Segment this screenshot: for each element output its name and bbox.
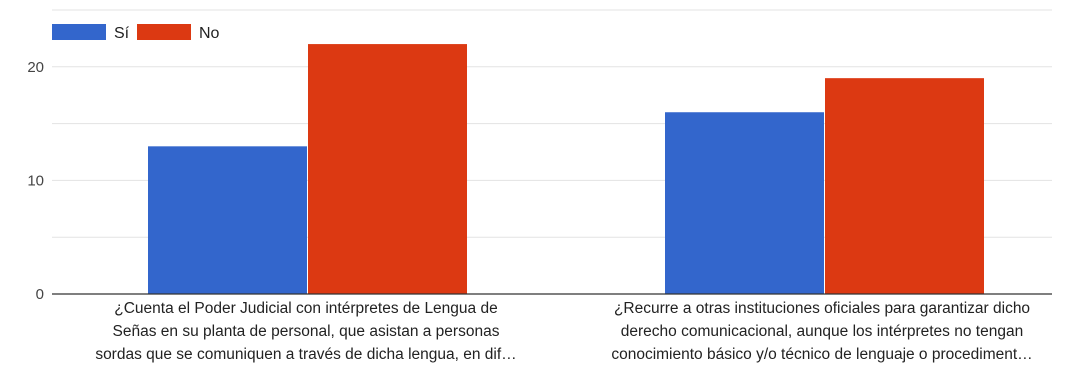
category-labels: ¿Cuenta el Poder Judicial con intérprete… — [95, 300, 1032, 363]
legend-swatch — [137, 24, 191, 40]
category-label-line: ¿Recurre a otras instituciones oficiales… — [614, 300, 1030, 317]
category-label-line: ¿Cuenta el Poder Judicial con intérprete… — [114, 300, 497, 317]
category-label: ¿Recurre a otras instituciones oficiales… — [611, 300, 1032, 363]
bar-si-2 — [665, 112, 824, 294]
legend: Sí No — [52, 24, 220, 42]
legend-swatch — [52, 24, 106, 40]
category-label-line: derecho comunicacional, aunque los intér… — [621, 323, 1023, 340]
bar-no-1 — [308, 44, 467, 294]
legend-label: Sí — [114, 25, 130, 42]
legend-label: No — [199, 25, 220, 42]
category-label: ¿Cuenta el Poder Judicial con intérprete… — [95, 300, 516, 363]
bars — [148, 44, 984, 294]
y-tick-label: 20 — [27, 59, 44, 76]
category-label-line: conocimiento básico y/o técnico de lengu… — [611, 346, 1032, 363]
y-tick-label: 0 — [36, 286, 44, 303]
y-tick-label: 10 — [27, 172, 44, 189]
bar-no-2 — [825, 78, 984, 294]
category-label-line: sordas que se comuniquen a través de dic… — [95, 346, 516, 363]
bar-si-1 — [148, 146, 307, 294]
category-label-line: Señas en su planta de personal, que asis… — [113, 323, 500, 340]
